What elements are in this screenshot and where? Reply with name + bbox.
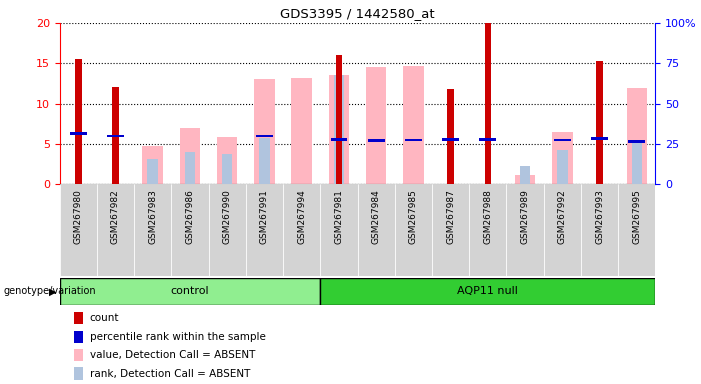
Bar (246, 184, 283, 276)
Text: GSM267989: GSM267989 (521, 189, 529, 244)
Bar (368, 139, 385, 142)
Bar (256, 134, 273, 137)
Bar (334, 76, 344, 184)
Bar (320, 184, 358, 276)
Text: rank, Detection Call = ABSENT: rank, Detection Call = ABSENT (90, 369, 250, 379)
Text: GSM267985: GSM267985 (409, 189, 418, 244)
Bar (520, 166, 531, 184)
Text: GSM267992: GSM267992 (558, 189, 567, 244)
Text: GSM267994: GSM267994 (297, 189, 306, 244)
Bar (112, 87, 118, 184)
Text: GSM267987: GSM267987 (446, 189, 455, 244)
Bar (336, 55, 342, 184)
Bar (632, 142, 642, 184)
Text: genotype/variation: genotype/variation (4, 286, 96, 296)
Bar (554, 139, 571, 141)
Bar (70, 132, 87, 135)
Bar (358, 184, 395, 276)
Bar (254, 79, 275, 184)
Bar (60, 184, 97, 276)
Text: GSM267995: GSM267995 (632, 189, 641, 244)
Text: GSM267980: GSM267980 (74, 189, 83, 244)
Bar (320, 278, 655, 305)
Bar (544, 184, 581, 276)
Bar (329, 76, 349, 184)
Text: GSM267981: GSM267981 (334, 189, 343, 244)
Bar (107, 134, 124, 137)
Bar (447, 89, 454, 184)
Bar (484, 23, 491, 184)
Bar (469, 184, 506, 276)
Bar (142, 146, 163, 184)
Bar (618, 184, 655, 276)
Bar (259, 137, 270, 184)
Text: count: count (90, 313, 119, 323)
Bar (75, 58, 81, 184)
Bar (147, 159, 158, 184)
Bar (179, 128, 200, 184)
Text: GSM267990: GSM267990 (223, 189, 231, 244)
Text: GSM267983: GSM267983 (148, 189, 157, 244)
Text: GSM267988: GSM267988 (484, 189, 492, 244)
Text: GSM267991: GSM267991 (260, 189, 269, 244)
Bar (171, 184, 209, 276)
Text: ▶: ▶ (48, 286, 56, 296)
Bar (627, 88, 647, 184)
Text: GSM267984: GSM267984 (372, 189, 381, 244)
Text: GSM267982: GSM267982 (111, 189, 120, 244)
Bar (97, 184, 134, 276)
Text: AQP11 null: AQP11 null (458, 286, 518, 296)
Text: GSM267986: GSM267986 (186, 189, 194, 244)
Bar (395, 184, 432, 276)
Bar (432, 184, 469, 276)
Bar (506, 184, 544, 276)
Text: value, Detection Call = ABSENT: value, Detection Call = ABSENT (90, 350, 255, 360)
Bar (628, 140, 645, 143)
Bar (403, 66, 423, 184)
Bar (442, 138, 459, 141)
Bar (366, 66, 386, 184)
Bar (405, 139, 422, 141)
Bar (557, 150, 568, 184)
Bar (591, 137, 608, 140)
Bar (292, 78, 312, 184)
Text: control: control (170, 286, 209, 296)
Text: GSM267993: GSM267993 (595, 189, 604, 244)
Bar (597, 61, 603, 184)
Bar (222, 154, 233, 184)
Bar (60, 278, 320, 305)
Bar (515, 175, 536, 184)
Text: percentile rank within the sample: percentile rank within the sample (90, 332, 266, 342)
Bar (134, 184, 171, 276)
Bar (479, 138, 496, 141)
Bar (552, 132, 573, 184)
Bar (209, 184, 246, 276)
Bar (217, 137, 238, 184)
Bar (185, 152, 195, 184)
Bar (581, 184, 618, 276)
Bar (283, 184, 320, 276)
Title: GDS3395 / 1442580_at: GDS3395 / 1442580_at (280, 7, 435, 20)
Bar (330, 138, 347, 141)
